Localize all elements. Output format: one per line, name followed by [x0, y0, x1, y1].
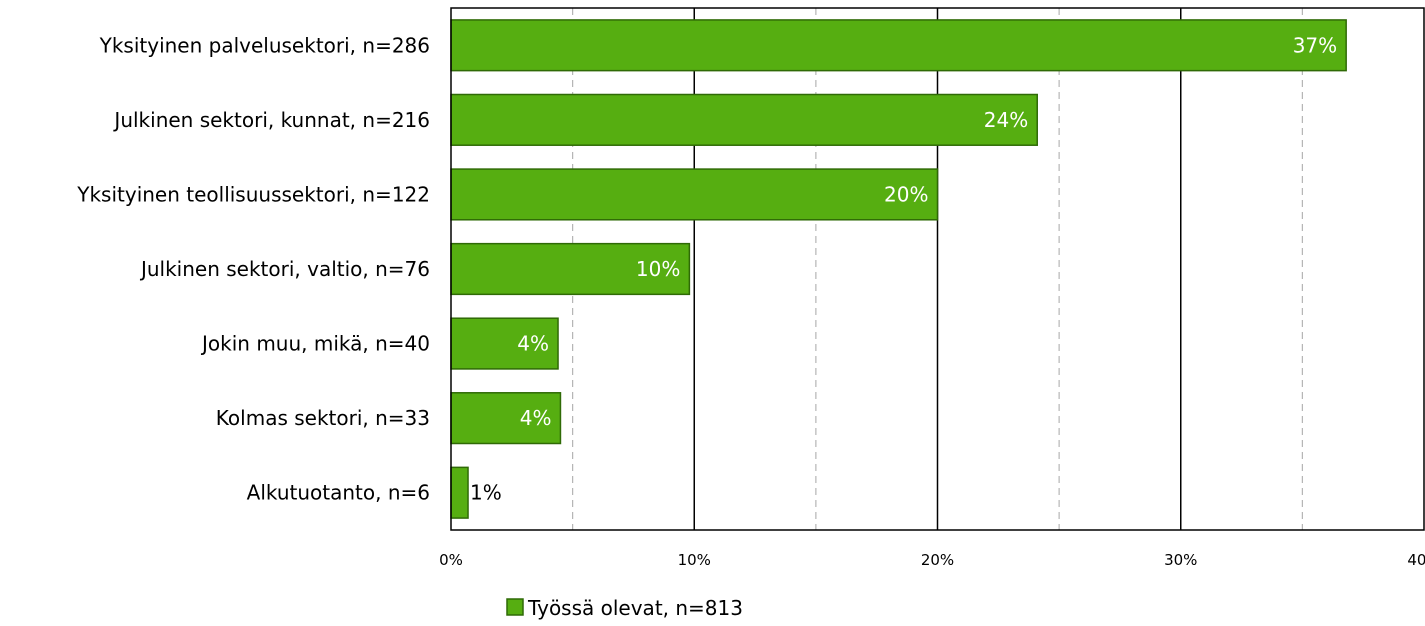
category-label: Kolmas sektori, n=33	[216, 406, 430, 430]
x-tick-label: 30%	[1164, 551, 1197, 569]
bar	[450, 168, 939, 221]
data-label: 4%	[520, 406, 552, 430]
bar	[450, 317, 559, 370]
data-label: 24%	[984, 108, 1028, 132]
data-label: 1%	[470, 481, 502, 505]
category-label: Julkinen sektori, kunnat, n=216	[112, 108, 430, 132]
bars	[450, 19, 1347, 519]
x-tick-label: 0%	[439, 551, 463, 569]
category-label: Julkinen sektori, valtio, n=76	[139, 257, 430, 281]
category-labels: Yksityinen palvelusektori, n=286 Julkinen…	[76, 33, 430, 504]
bar	[450, 19, 1347, 72]
data-label: 37%	[1293, 33, 1337, 57]
category-label: Yksityinen palvelusektori, n=286	[99, 33, 430, 57]
x-tick-label: 20%	[921, 551, 954, 569]
category-label: Alkutuotanto, n=6	[247, 481, 430, 505]
legend: Työssä olevat, n=813	[506, 596, 743, 620]
data-labels: 37% 24% 20% 10% 4% 4% 1%	[470, 33, 1337, 504]
legend-swatch	[506, 598, 524, 616]
data-label: 10%	[636, 257, 680, 281]
data-label: 4%	[517, 332, 549, 356]
x-axis-ticks: 0% 10% 20% 30% 40%	[439, 551, 1425, 569]
bar	[450, 466, 469, 519]
bar	[450, 93, 1038, 146]
plot-area-frame	[450, 7, 1425, 531]
x-tick-label: 10%	[678, 551, 711, 569]
legend-label: Työssä olevat, n=813	[527, 596, 743, 620]
data-label: 20%	[884, 182, 928, 206]
category-label: Jokin muu, mikä, n=40	[200, 332, 430, 356]
category-label: Yksityinen teollisuussektori, n=122	[76, 182, 430, 206]
x-tick-label: 40%	[1407, 551, 1425, 569]
bar	[450, 242, 691, 296]
